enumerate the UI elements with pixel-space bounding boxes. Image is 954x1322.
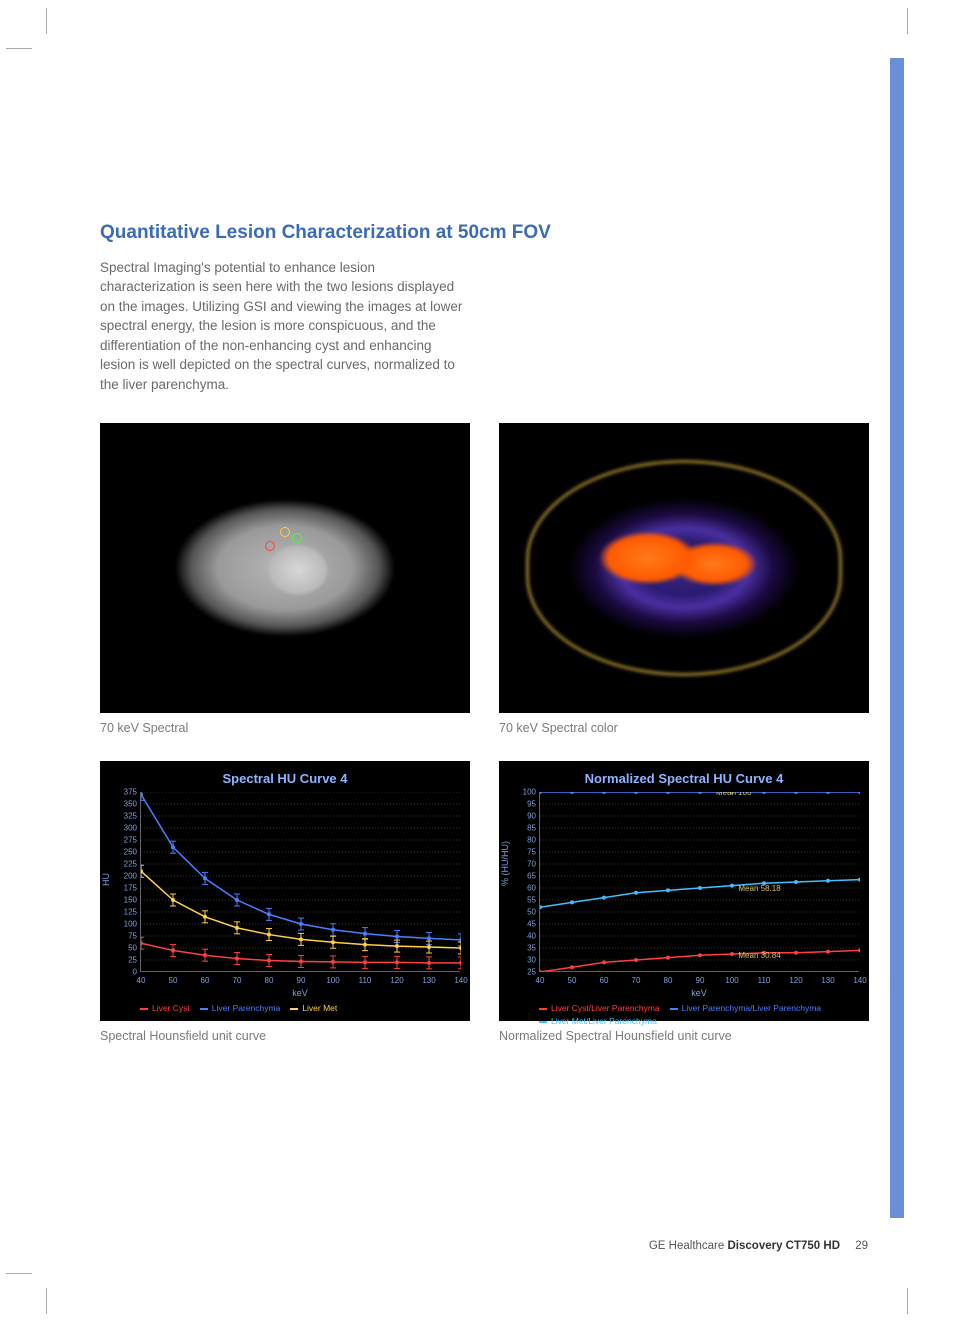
figure-caption: Spectral Hounsfield unit curve (100, 1029, 471, 1043)
y-tick-label: 65 (510, 871, 536, 880)
legend-item: Liver Met (290, 1003, 337, 1015)
ct-image-color (499, 423, 869, 713)
chart-svg: Mean 100 Mean 58.18 Mean 30.84 (540, 792, 860, 972)
y-tick-label: 225 (111, 859, 137, 868)
y-axis-label: HU (101, 873, 111, 886)
x-tick-label: 120 (390, 976, 403, 985)
y-tick-label: 50 (111, 943, 137, 952)
x-tick-label: 70 (632, 976, 641, 985)
y-tick-label: 90 (510, 811, 536, 820)
ct-image-grayscale (100, 423, 470, 713)
x-tick-label: 120 (789, 976, 802, 985)
y-tick-label: 45 (510, 919, 536, 928)
x-tick-label: 90 (696, 976, 705, 985)
y-axis-label: % (HU/HU) (500, 841, 510, 886)
figure-grid: 70 keV Spectral 70 keV Spectral color Sp… (100, 423, 870, 1043)
legend-item: Liver Cyst/Liver Parenchyma (539, 1003, 660, 1015)
y-tick-label: 375 (111, 787, 137, 796)
plot-area: 0255075100125150175200225250275300325350… (140, 792, 460, 972)
x-tick-label: 90 (297, 976, 306, 985)
body-paragraph: Spectral Imaging's potential to enhance … (100, 258, 470, 395)
y-tick-label: 60 (510, 883, 536, 892)
figure-bottom-left: Spectral HU Curve 4 HU 02550751001251501… (100, 761, 471, 1043)
y-tick-label: 25 (111, 955, 137, 964)
y-tick-label: 70 (510, 859, 536, 868)
y-tick-label: 300 (111, 823, 137, 832)
y-tick-label: 0 (111, 967, 137, 976)
figure-top-left: 70 keV Spectral (100, 423, 471, 735)
legend-item: Liver Parenchyma/Liver Parenchyma (670, 1003, 821, 1015)
svg-text:Mean 100: Mean 100 (716, 792, 752, 797)
y-tick-label: 275 (111, 835, 137, 844)
figure-caption: 70 keV Spectral color (499, 721, 870, 735)
y-tick-label: 95 (510, 799, 536, 808)
y-tick-label: 350 (111, 799, 137, 808)
y-tick-label: 75 (111, 931, 137, 940)
y-tick-label: 35 (510, 943, 536, 952)
page-number: 29 (855, 1240, 868, 1252)
y-tick-label: 100 (111, 919, 137, 928)
figure-bottom-right: Normalized Spectral HU Curve 4 % (HU/HU)… (499, 761, 870, 1043)
normalized-spectral-hu-chart: Normalized Spectral HU Curve 4 % (HU/HU)… (499, 761, 869, 1021)
y-tick-label: 85 (510, 823, 536, 832)
y-tick-label: 80 (510, 835, 536, 844)
x-axis-label: keV (140, 988, 460, 998)
y-tick-label: 75 (510, 847, 536, 856)
chart-title: Normalized Spectral HU Curve 4 (509, 771, 859, 786)
spectral-hu-chart: Spectral HU Curve 4 HU 02550751001251501… (100, 761, 470, 1021)
x-tick-label: 40 (137, 976, 146, 985)
page-footer: GE Healthcare Discovery CT750 HD 29 (649, 1240, 868, 1252)
x-tick-label: 130 (422, 976, 435, 985)
footer-company: GE Healthcare (649, 1240, 724, 1252)
y-tick-label: 100 (510, 787, 536, 796)
x-tick-label: 60 (600, 976, 609, 985)
x-tick-label: 100 (326, 976, 339, 985)
y-tick-label: 250 (111, 847, 137, 856)
figure-caption: 70 keV Spectral (100, 721, 471, 735)
x-tick-label: 50 (169, 976, 178, 985)
y-tick-label: 55 (510, 895, 536, 904)
x-tick-label: 50 (568, 976, 577, 985)
x-tick-label: 80 (265, 976, 274, 985)
x-tick-label: 140 (454, 976, 467, 985)
figure-caption: Normalized Spectral Hounsfield unit curv… (499, 1029, 870, 1043)
x-tick-label: 140 (853, 976, 866, 985)
legend-item: Liver Cyst (140, 1003, 190, 1015)
y-tick-label: 40 (510, 931, 536, 940)
y-tick-label: 50 (510, 907, 536, 916)
roi-marker-3 (280, 527, 290, 537)
chart-legend: Liver Cyst/Liver Parenchyma Liver Parench… (539, 1002, 859, 1028)
y-tick-label: 325 (111, 811, 137, 820)
x-tick-label: 100 (725, 976, 738, 985)
x-tick-label: 110 (758, 976, 771, 985)
ct-scan-render (145, 473, 425, 663)
legend-item: Liver Met/Liver Parenchyma (539, 1016, 657, 1028)
x-tick-label: 80 (664, 976, 673, 985)
chart-title: Spectral HU Curve 4 (110, 771, 460, 786)
roi-marker-2 (292, 533, 302, 543)
y-tick-label: 150 (111, 895, 137, 904)
figure-top-right: 70 keV Spectral color (499, 423, 870, 735)
y-tick-label: 25 (510, 967, 536, 976)
y-tick-label: 200 (111, 871, 137, 880)
y-tick-label: 125 (111, 907, 137, 916)
footer-product: Discovery CT750 HD (728, 1240, 841, 1252)
x-tick-label: 40 (536, 976, 545, 985)
section-heading: Quantitative Lesion Characterization at … (100, 220, 870, 246)
x-axis-label: keV (539, 988, 859, 998)
roi-marker-1 (265, 541, 275, 551)
chart-legend: Liver Cyst Liver Parenchyma Liver Met (140, 1002, 460, 1015)
svg-text:Mean 58.18: Mean 58.18 (738, 884, 781, 893)
svg-text:Mean 30.84: Mean 30.84 (738, 951, 781, 960)
y-tick-label: 30 (510, 955, 536, 964)
x-tick-label: 130 (821, 976, 834, 985)
x-tick-label: 70 (233, 976, 242, 985)
x-tick-label: 60 (201, 976, 210, 985)
plot-area: Mean 100Mean 58.18Mean 30.84 25303540455… (539, 792, 859, 972)
y-tick-label: 175 (111, 883, 137, 892)
chart-svg (141, 792, 461, 972)
x-tick-label: 110 (359, 976, 372, 985)
ct-scan-color-render (534, 468, 834, 668)
legend-item: Liver Parenchyma (200, 1003, 281, 1015)
